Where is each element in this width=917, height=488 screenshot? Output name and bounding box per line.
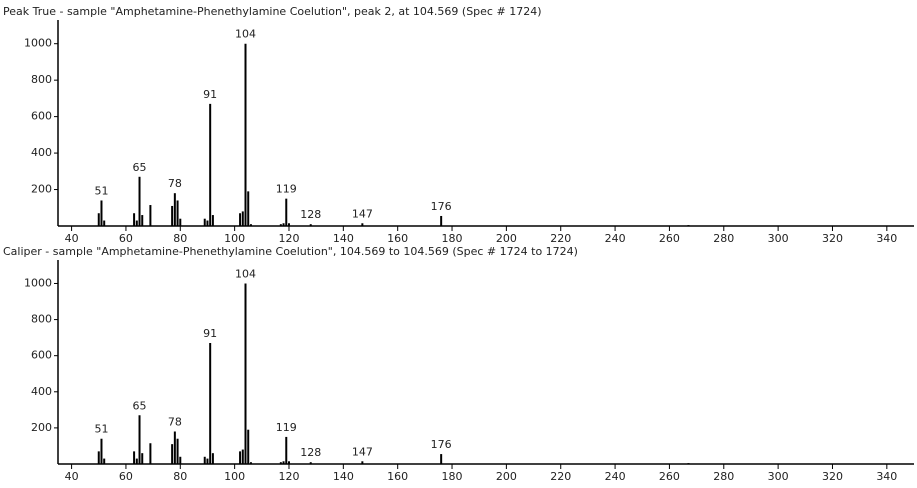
y-tick-label: 600 bbox=[31, 110, 52, 123]
peak-label: 91 bbox=[203, 327, 217, 340]
x-tick-label: 240 bbox=[605, 232, 626, 245]
x-tick-label: 280 bbox=[713, 232, 734, 245]
y-tick-label: 1000 bbox=[24, 276, 52, 289]
x-tick-label: 240 bbox=[605, 470, 626, 483]
peak-label: 128 bbox=[300, 446, 321, 459]
x-tick-label: 140 bbox=[333, 232, 354, 245]
x-tick-label: 60 bbox=[119, 232, 133, 245]
x-tick-label: 340 bbox=[876, 470, 897, 483]
x-tick-label: 320 bbox=[822, 470, 843, 483]
y-tick-label: 800 bbox=[31, 313, 52, 326]
x-tick-label: 160 bbox=[387, 232, 408, 245]
x-tick-label: 40 bbox=[65, 232, 79, 245]
x-tick-label: 100 bbox=[224, 470, 245, 483]
peak-label: 51 bbox=[94, 423, 108, 436]
peak-label: 78 bbox=[168, 416, 182, 429]
y-tick-label: 600 bbox=[31, 349, 52, 362]
chart-title: Caliper - sample "Amphetamine-Phenethyla… bbox=[3, 245, 578, 258]
x-tick-label: 120 bbox=[278, 232, 299, 245]
peak-label: 51 bbox=[94, 184, 108, 197]
chart-title: Peak True - sample "Amphetamine-Phenethy… bbox=[3, 5, 541, 18]
peak-label: 91 bbox=[203, 88, 217, 101]
peak-label: 128 bbox=[300, 208, 321, 221]
y-tick-label: 400 bbox=[31, 146, 52, 159]
y-tick-label: 400 bbox=[31, 385, 52, 398]
x-tick-label: 120 bbox=[278, 470, 299, 483]
x-tick-label: 160 bbox=[387, 470, 408, 483]
x-tick-label: 300 bbox=[768, 470, 789, 483]
x-tick-label: 60 bbox=[119, 470, 133, 483]
x-tick-label: 80 bbox=[173, 232, 187, 245]
peak-label: 147 bbox=[352, 445, 373, 458]
x-tick-label: 180 bbox=[442, 232, 463, 245]
peak-label: 65 bbox=[133, 161, 147, 174]
x-tick-label: 220 bbox=[550, 232, 571, 245]
x-tick-label: 340 bbox=[876, 232, 897, 245]
peak-label: 78 bbox=[168, 177, 182, 190]
peak-label: 119 bbox=[276, 421, 297, 434]
y-tick-label: 200 bbox=[31, 421, 52, 434]
peak-label: 176 bbox=[431, 200, 452, 213]
x-tick-label: 280 bbox=[713, 470, 734, 483]
x-tick-label: 200 bbox=[496, 470, 517, 483]
peak-label: 104 bbox=[235, 267, 256, 280]
peak-label: 147 bbox=[352, 207, 373, 220]
peak-label: 65 bbox=[133, 399, 147, 412]
x-tick-label: 80 bbox=[173, 470, 187, 483]
x-tick-label: 200 bbox=[496, 232, 517, 245]
y-tick-label: 800 bbox=[31, 73, 52, 86]
x-tick-label: 100 bbox=[224, 232, 245, 245]
y-tick-label: 200 bbox=[31, 183, 52, 196]
x-tick-label: 260 bbox=[659, 470, 680, 483]
peak-label: 104 bbox=[235, 28, 256, 41]
peak-label: 176 bbox=[431, 438, 452, 451]
x-tick-label: 260 bbox=[659, 232, 680, 245]
x-tick-label: 320 bbox=[822, 232, 843, 245]
x-tick-label: 300 bbox=[768, 232, 789, 245]
x-tick-label: 220 bbox=[550, 470, 571, 483]
x-tick-label: 180 bbox=[442, 470, 463, 483]
x-tick-label: 40 bbox=[65, 470, 79, 483]
x-tick-label: 140 bbox=[333, 470, 354, 483]
y-tick-label: 1000 bbox=[24, 37, 52, 50]
peak-label: 119 bbox=[276, 183, 297, 196]
